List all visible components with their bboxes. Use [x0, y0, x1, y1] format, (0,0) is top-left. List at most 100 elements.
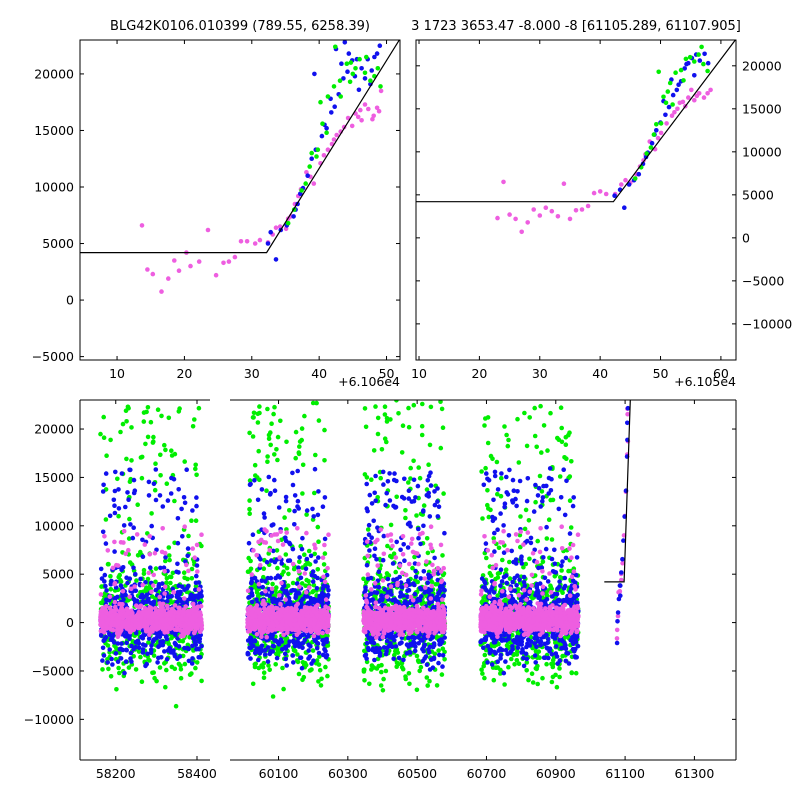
data-point-green: [307, 562, 313, 567]
data-point-green: [163, 558, 168, 564]
data-point-blue: [306, 656, 311, 661]
data-point-magenta: [179, 616, 184, 622]
data-point-green: [381, 676, 386, 682]
data-point-magenta: [182, 628, 188, 633]
data-point-blue: [254, 597, 259, 602]
data-point-blue: [273, 575, 278, 581]
data-point-blue: [255, 497, 261, 503]
data-point-blue: [140, 554, 146, 559]
data-point-blue: [283, 494, 289, 500]
data-point-blue: [193, 587, 198, 593]
data-point-blue: [320, 652, 326, 658]
data-point-magenta: [320, 555, 326, 560]
data-point-blue: [311, 658, 316, 663]
data-point-blue: [155, 660, 160, 665]
data-point-green: [347, 79, 353, 85]
data-point-green: [661, 94, 666, 100]
data-point-green: [269, 421, 274, 426]
data-point-green: [153, 579, 158, 585]
data-point-magenta: [285, 627, 291, 632]
data-point-blue: [120, 647, 126, 653]
data-point-green: [421, 503, 427, 508]
data-point-green: [118, 429, 123, 435]
data-point-blue: [315, 641, 321, 646]
data-point-green: [253, 661, 258, 667]
x-tick-label: 50: [653, 366, 669, 381]
data-point-blue: [262, 652, 268, 657]
data-point-blue: [670, 92, 676, 98]
x-tick-label: 20: [471, 366, 487, 381]
data-point-blue: [299, 546, 305, 552]
data-point-green: [286, 571, 291, 577]
data-point-blue: [283, 535, 288, 540]
data-point-magenta: [120, 588, 126, 594]
data-point-blue: [300, 535, 305, 541]
data-point-magenta: [139, 615, 144, 620]
data-point-magenta: [270, 623, 276, 629]
data-point-green: [252, 462, 258, 468]
data-point-magenta: [106, 617, 111, 623]
data-point-blue: [167, 645, 172, 651]
data-point-blue: [132, 488, 138, 493]
data-point-blue: [127, 576, 133, 581]
data-point-green: [442, 657, 447, 662]
y-tick-label: −10000: [742, 316, 792, 331]
data-point-magenta: [591, 190, 597, 196]
data-point-blue: [113, 469, 118, 475]
zoom-left-panel: BLG42K0106.010399 (789.55, 6258.39) 10 20…: [32, 19, 401, 389]
data-point-blue: [194, 495, 199, 500]
data-point-green: [120, 421, 126, 427]
data-point-magenta: [311, 181, 317, 186]
data-point-magenta: [244, 239, 250, 244]
data-point-green: [272, 452, 277, 457]
data-point-blue: [111, 497, 117, 503]
data-point-magenta: [537, 213, 543, 218]
data-point-green: [193, 665, 198, 671]
data-point-green: [350, 71, 356, 77]
data-point-blue: [261, 511, 267, 516]
y-tick-label: 15000: [34, 123, 74, 138]
data-point-green: [103, 517, 109, 522]
data-point-magenta: [287, 614, 292, 620]
data-point-green: [138, 455, 144, 460]
data-point-green: [438, 445, 444, 451]
data-point-blue: [196, 580, 201, 585]
data-point-blue: [427, 514, 433, 519]
data-point-magenta: [555, 214, 561, 219]
data-point-blue: [376, 569, 382, 574]
data-point-green: [149, 511, 154, 516]
data-point-magenta: [261, 598, 266, 604]
data-point-green: [182, 575, 187, 581]
data-point-magenta: [119, 606, 124, 611]
data-point-blue: [112, 549, 117, 554]
data-point-green: [315, 567, 321, 572]
data-point-blue: [305, 173, 310, 178]
data-point-blue: [140, 642, 146, 647]
data-point-magenta: [177, 605, 182, 611]
data-point-magenta: [112, 581, 117, 587]
data-point-green: [170, 570, 176, 576]
data-point-magenta: [145, 619, 150, 624]
data-point-magenta: [198, 613, 203, 618]
data-point-blue: [649, 140, 655, 146]
data-point-magenta: [325, 147, 331, 152]
data-point-green: [172, 451, 178, 457]
data-point-green: [139, 475, 145, 481]
data-point-green: [414, 653, 420, 659]
data-point-blue: [295, 498, 301, 504]
data-point-blue: [98, 566, 104, 572]
data-point-blue: [123, 504, 128, 510]
data-point-magenta: [349, 123, 355, 129]
data-point-green: [115, 476, 120, 482]
data-point-magenta: [249, 612, 254, 617]
data-point-blue: [101, 653, 107, 658]
data-point-blue: [119, 471, 125, 476]
data-point-blue: [345, 69, 350, 74]
data-point-magenta: [187, 626, 192, 632]
data-point-green: [193, 584, 199, 589]
data-point-blue: [189, 661, 195, 666]
data-point-magenta: [362, 102, 368, 107]
data-point-blue: [292, 522, 297, 527]
data-point-blue: [125, 490, 130, 495]
data-point-blue: [309, 156, 314, 161]
